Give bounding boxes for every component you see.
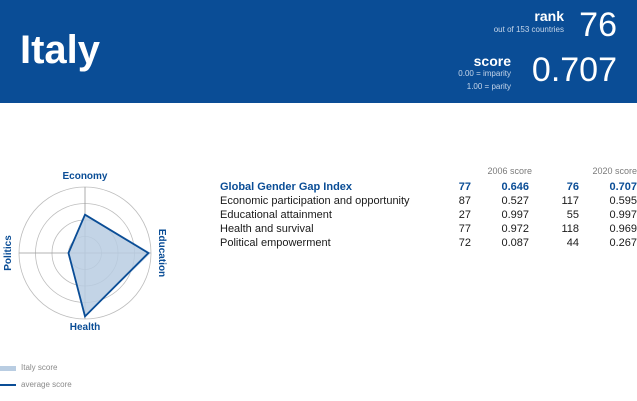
country-name: Italy: [20, 28, 101, 72]
table-row: Educational attainment 27 0.997 55 0.997: [220, 209, 637, 223]
score-2020: 0.595: [609, 195, 637, 207]
score-2006: 0.646: [501, 181, 529, 193]
rank-2006: 77: [458, 181, 471, 193]
score-2020: 0.707: [609, 181, 637, 193]
row-name: Educational attainment: [220, 209, 332, 221]
table-row-global-index: Global Gender Gap Index 77 0.646 76 0.70…: [220, 181, 637, 195]
radar-chart: Economy Education Health Politics: [3, 171, 167, 333]
legend-country-swatch: [0, 366, 16, 371]
score-2020: 0.267: [609, 237, 637, 249]
country-header: Italy rank out of 153 countries 76 score…: [0, 0, 637, 103]
rank-2020: 44: [566, 237, 579, 249]
score-2020: 0.997: [609, 209, 637, 221]
score-value: 0.707: [531, 51, 617, 89]
table-row: Political empowerment 72 0.087 44 0.267: [220, 237, 637, 251]
axis-label-health: Health: [70, 322, 101, 333]
score-imparity-note: 0.00 = imparity: [458, 69, 511, 78]
legend-country-label: Italy score: [21, 363, 58, 372]
score-2006: 0.972: [501, 223, 529, 235]
radar-average-line: [67, 213, 150, 319]
rank-2020: 117: [561, 195, 579, 207]
radar-country-area: [67, 213, 151, 317]
score-2006: 0.087: [501, 237, 529, 249]
legend-average-label: average score: [21, 380, 72, 389]
column-header-2020: 2020 score: [592, 166, 637, 176]
score-parity-note: 1.00 = parity: [466, 82, 511, 91]
axis-label-economy: Economy: [62, 171, 107, 182]
axis-label-education: Education: [156, 229, 167, 277]
score-2020: 0.969: [609, 223, 637, 235]
rank-2020: 55: [566, 209, 579, 221]
rank-2020: 76: [566, 181, 579, 193]
rank-2006: 77: [458, 223, 471, 235]
axis-label-politics: Politics: [3, 235, 14, 271]
rank-subtitle: out of 153 countries: [493, 25, 564, 34]
score-2006: 0.997: [501, 209, 529, 221]
legend-average-swatch: [0, 384, 16, 386]
rank-2006: 87: [458, 195, 471, 207]
row-name: Global Gender Gap Index: [220, 181, 353, 193]
score-2006: 0.527: [501, 195, 529, 207]
rank-2020: 118: [561, 223, 579, 235]
rank-label: rank: [534, 8, 564, 24]
column-header-2006: 2006 score: [487, 166, 532, 176]
row-name: Health and survival: [220, 223, 314, 235]
row-name: Political empowerment: [220, 237, 331, 249]
rank-2006: 72: [458, 237, 471, 249]
table-row: Economic participation and opportunity 8…: [220, 195, 637, 209]
rank-2006: 27: [458, 209, 471, 221]
score-label: score: [473, 53, 511, 69]
table-row: Health and survival 77 0.972 118 0.969: [220, 223, 637, 237]
rank-value: 76: [579, 6, 617, 44]
row-name: Economic participation and opportunity: [220, 195, 410, 207]
